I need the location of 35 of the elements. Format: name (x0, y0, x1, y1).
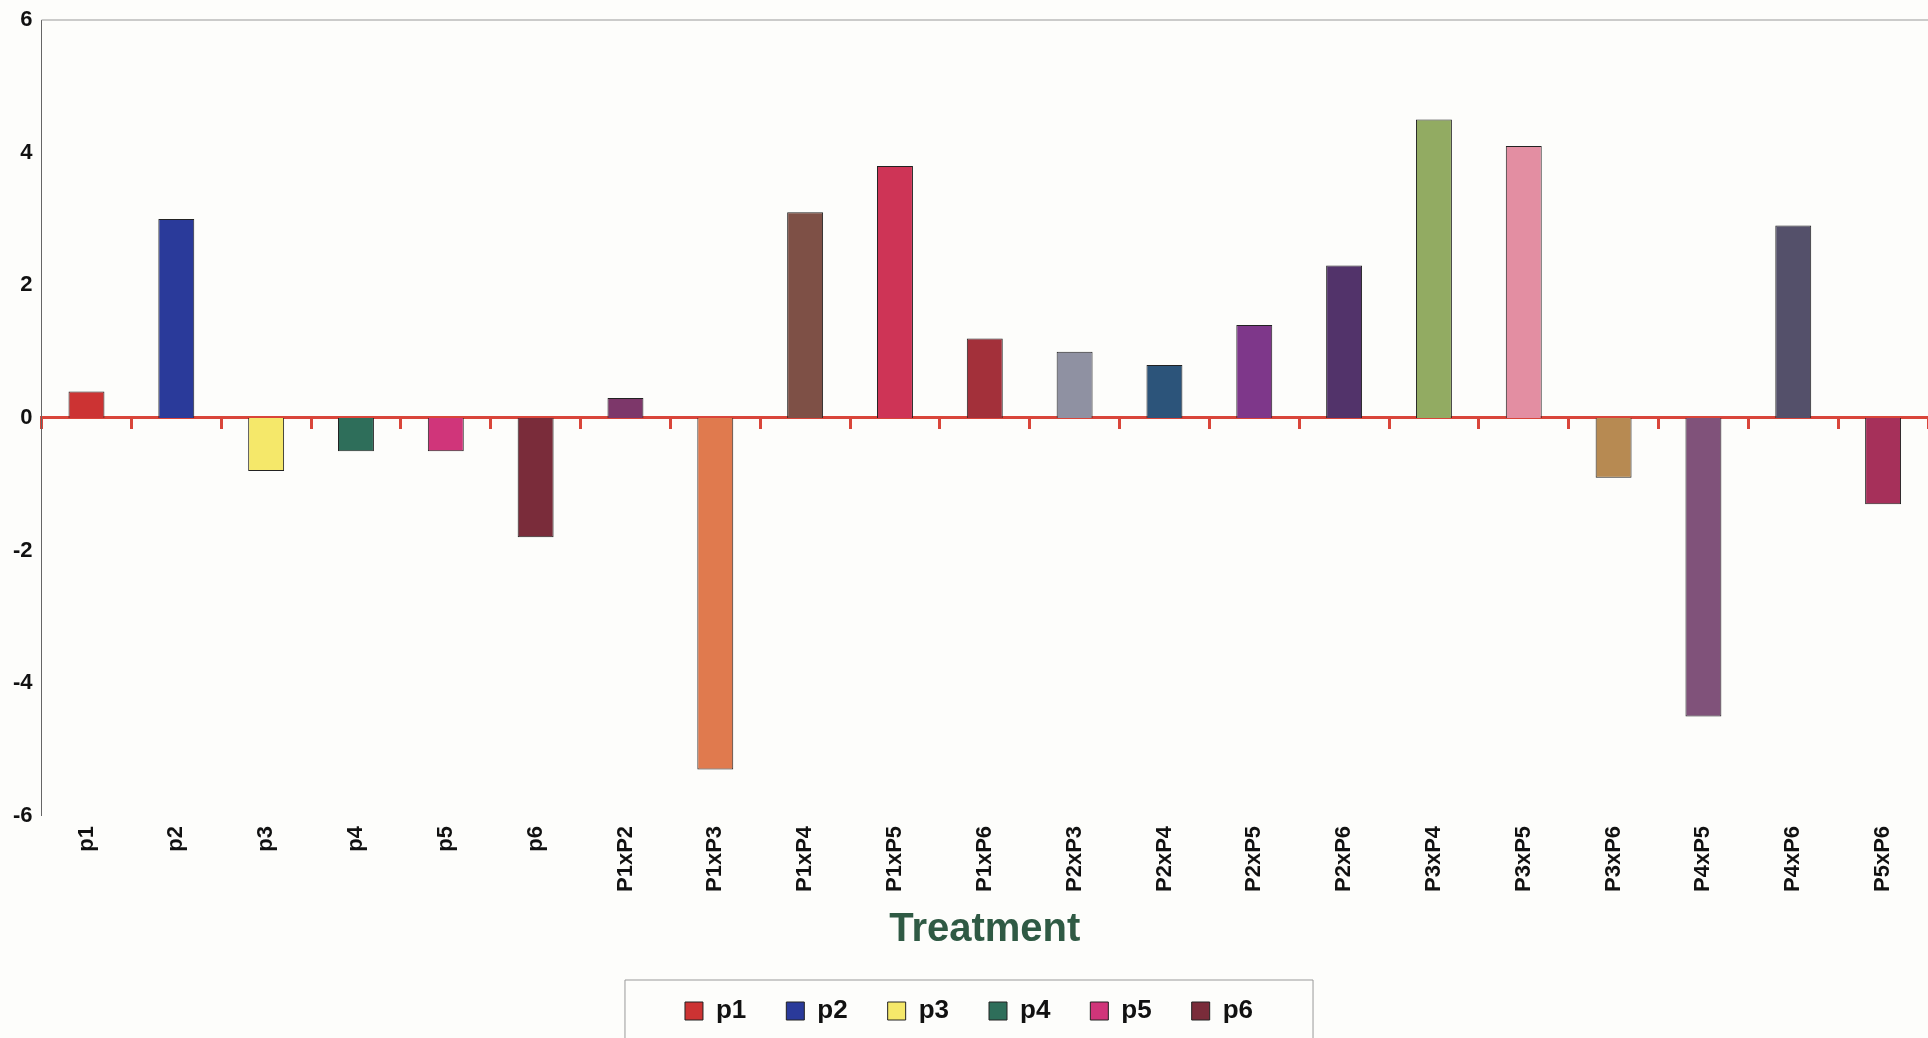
x-tick-label: P1xP5 (881, 825, 907, 893)
legend-label: p6 (1222, 994, 1254, 1025)
x-tick-label: P2xP5 (1240, 825, 1266, 893)
y-tick-label: 2 (20, 271, 33, 297)
x-tick-label: P2xP3 (1060, 825, 1086, 893)
x-tick-label: p1 (72, 825, 98, 852)
x-tick-label: p4 (342, 825, 368, 852)
x-tick-label: p5 (431, 825, 457, 852)
y-tick-label: 4 (20, 138, 34, 164)
x-tick-label: P2xP4 (1150, 825, 1176, 893)
legend-label: p1 (715, 994, 747, 1025)
x-tick-label: P2xP6 (1330, 825, 1356, 893)
x-tick-label: p2 (162, 825, 188, 852)
x-tick-label: P4xP5 (1689, 825, 1715, 893)
x-tick-label: P3xP5 (1509, 825, 1535, 893)
x-tick-label: P5xP6 (1869, 825, 1895, 893)
y-tick-label: 0 (20, 404, 33, 430)
x-tick-label: P1xP2 (611, 825, 637, 893)
x-tick-label: P1xP3 (701, 825, 727, 893)
legend-label: p2 (817, 994, 848, 1025)
legend-label: p5 (1121, 994, 1152, 1025)
x-axis-title: Treatment (889, 905, 1081, 950)
x-tick-label: P3xP6 (1599, 825, 1625, 893)
x-tick-label: P3xP4 (1420, 825, 1445, 893)
y-tick-label: -2 (13, 536, 33, 562)
x-tick-label: P1xP4 (791, 825, 817, 893)
legend-label: p3 (918, 994, 949, 1025)
x-tick-label: p6 (521, 825, 547, 852)
legend-label: p4 (1020, 994, 1051, 1025)
y-tick-label: 6 (20, 6, 33, 32)
y-tick-label: -6 (13, 802, 33, 828)
x-tick-label: P4xP6 (1779, 825, 1805, 893)
x-tick-label: p3 (252, 825, 278, 852)
x-tick-label: P1xP6 (970, 825, 996, 893)
y-tick-label: -4 (13, 669, 34, 695)
